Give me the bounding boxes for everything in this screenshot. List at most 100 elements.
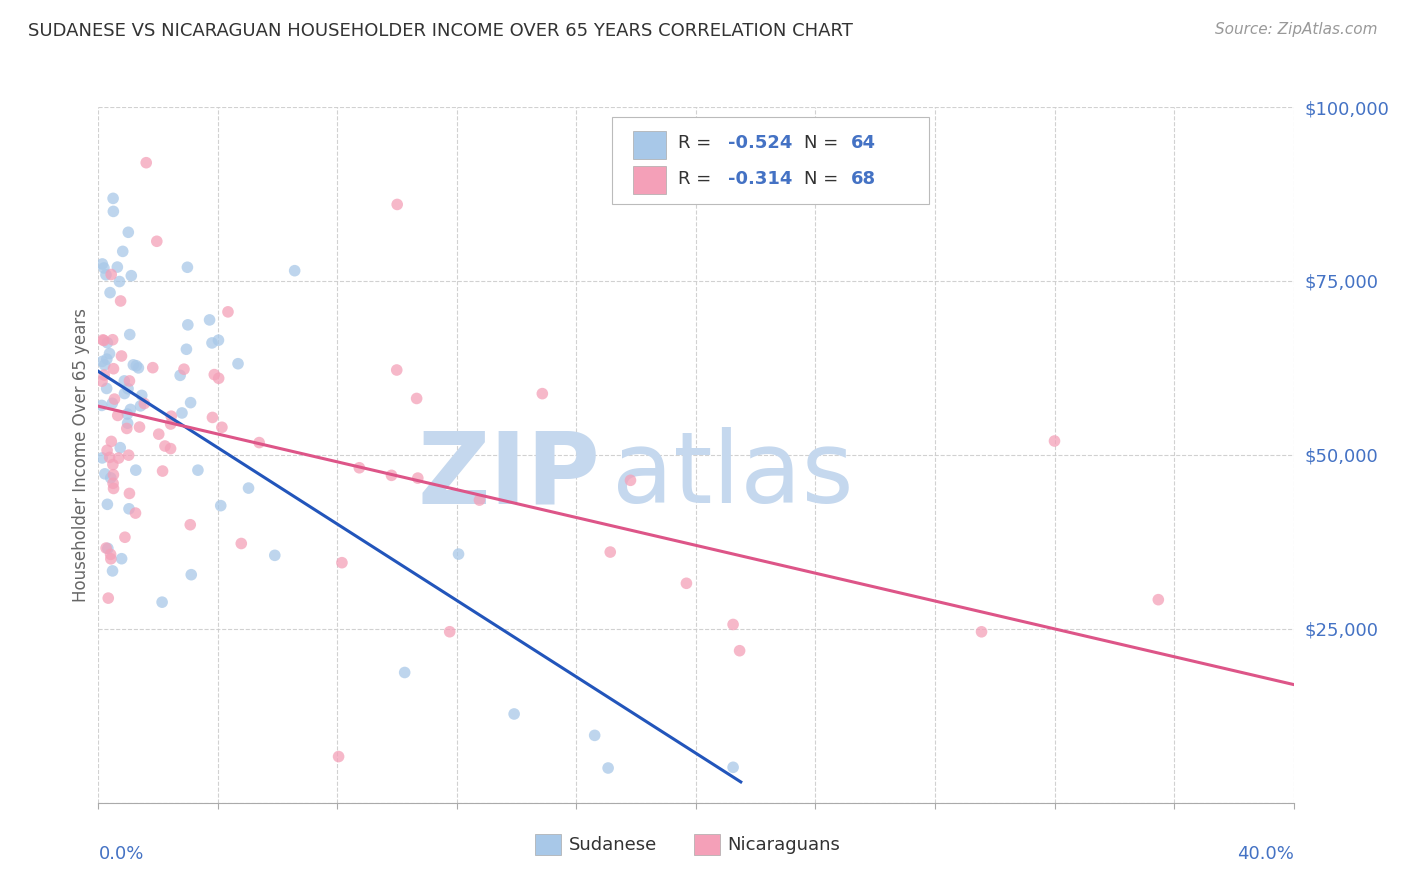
Point xyxy=(105,260,128,274)
Point xyxy=(380,468,402,483)
Point xyxy=(111,244,134,259)
Text: 40.0%: 40.0% xyxy=(1237,845,1294,863)
Point xyxy=(124,506,146,520)
Point xyxy=(112,374,135,388)
Point xyxy=(100,268,122,282)
FancyBboxPatch shape xyxy=(633,166,666,194)
Point xyxy=(447,547,470,561)
Point xyxy=(198,313,221,327)
Point xyxy=(101,564,124,578)
Text: Nicaraguans: Nicaraguans xyxy=(727,836,839,854)
Text: 0.0%: 0.0% xyxy=(98,845,143,863)
Point xyxy=(159,417,181,431)
Text: ZIP: ZIP xyxy=(418,427,600,524)
Point xyxy=(135,155,157,169)
Point xyxy=(107,451,129,466)
Point xyxy=(100,551,122,566)
Point xyxy=(127,360,149,375)
Point xyxy=(142,360,165,375)
Text: -0.524: -0.524 xyxy=(728,135,793,153)
Point xyxy=(187,463,209,477)
Point xyxy=(675,576,697,591)
Point xyxy=(170,406,193,420)
Point xyxy=(96,335,118,350)
Point xyxy=(263,549,285,563)
Point xyxy=(394,665,416,680)
Point xyxy=(118,374,141,388)
Point xyxy=(503,706,526,721)
Point xyxy=(125,359,148,373)
Point xyxy=(101,396,124,410)
Point xyxy=(117,416,139,430)
Point xyxy=(96,352,118,367)
Point xyxy=(120,402,142,417)
Point xyxy=(101,333,124,347)
Point xyxy=(180,567,202,582)
Text: atlas: atlas xyxy=(612,427,853,524)
Text: Source: ZipAtlas.com: Source: ZipAtlas.com xyxy=(1215,22,1378,37)
Point xyxy=(100,434,122,449)
Point xyxy=(129,399,152,413)
Point xyxy=(98,450,121,465)
Point xyxy=(100,471,122,485)
Point xyxy=(91,354,114,368)
Point xyxy=(202,368,225,382)
Text: 68: 68 xyxy=(851,169,876,187)
Point xyxy=(101,191,124,205)
Point xyxy=(238,481,260,495)
Point xyxy=(330,556,353,570)
Point xyxy=(96,443,118,458)
Point xyxy=(284,263,307,277)
Point xyxy=(385,197,409,211)
Point xyxy=(117,225,139,239)
FancyBboxPatch shape xyxy=(534,834,561,855)
Point xyxy=(97,591,120,606)
Point xyxy=(103,392,125,406)
Point xyxy=(91,374,114,388)
Point xyxy=(207,333,229,347)
Point xyxy=(468,493,491,508)
FancyBboxPatch shape xyxy=(633,131,666,159)
Point xyxy=(211,420,233,434)
Point xyxy=(146,234,169,248)
Point xyxy=(179,517,201,532)
Point xyxy=(94,467,117,481)
Point xyxy=(101,476,124,491)
Text: N =: N = xyxy=(804,169,844,187)
Point xyxy=(176,343,198,357)
Text: 64: 64 xyxy=(851,135,876,153)
Point xyxy=(91,450,114,465)
Point xyxy=(598,761,620,775)
Point xyxy=(122,358,145,372)
Point xyxy=(125,463,148,477)
Point xyxy=(108,275,131,289)
Point xyxy=(728,643,751,657)
Point xyxy=(247,435,270,450)
Point xyxy=(583,728,606,742)
Point xyxy=(118,327,141,342)
Point xyxy=(103,204,125,219)
Text: N =: N = xyxy=(804,135,844,153)
Point xyxy=(110,551,132,566)
Point xyxy=(201,410,224,425)
Point xyxy=(721,760,744,774)
Text: R =: R = xyxy=(678,135,717,153)
Point xyxy=(159,442,181,456)
Point xyxy=(231,536,253,550)
Point xyxy=(118,486,141,500)
Point xyxy=(153,439,176,453)
Point xyxy=(970,624,993,639)
Point xyxy=(103,482,125,496)
Text: Sudanese: Sudanese xyxy=(569,836,658,854)
Point xyxy=(110,349,132,363)
Point xyxy=(93,260,115,275)
Point xyxy=(91,333,114,347)
Point xyxy=(177,318,200,332)
Point xyxy=(120,268,142,283)
Point xyxy=(208,371,231,385)
Text: R =: R = xyxy=(678,169,717,187)
Point xyxy=(93,368,115,383)
Point xyxy=(103,467,125,482)
Point xyxy=(152,464,174,478)
Point xyxy=(134,396,156,410)
